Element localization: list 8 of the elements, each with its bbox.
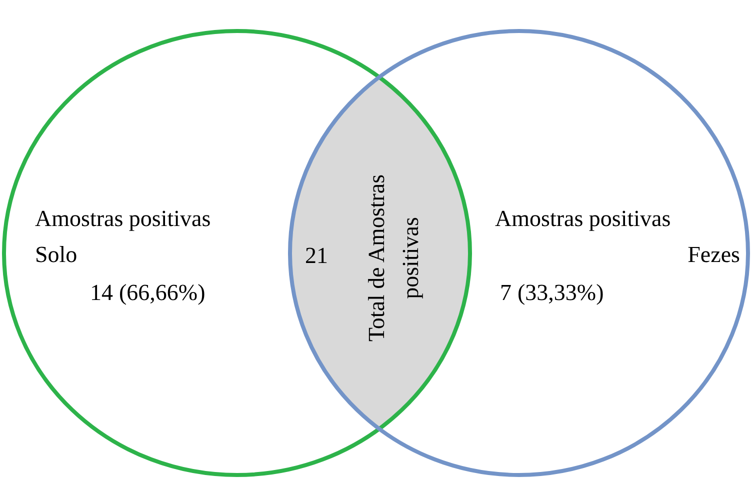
text: (66,66%) (119, 280, 206, 305)
data-label: 21 (305, 243, 328, 268)
category-label: Total de Amostras positivas (364, 174, 423, 342)
category-label: Amostras positivas Solo (35, 206, 211, 267)
data-label: 7 (500, 280, 512, 305)
data-label: 14 (90, 280, 113, 305)
category-label: Amostras positivas Fezes (495, 206, 740, 267)
text: (33,33%) (518, 280, 604, 305)
